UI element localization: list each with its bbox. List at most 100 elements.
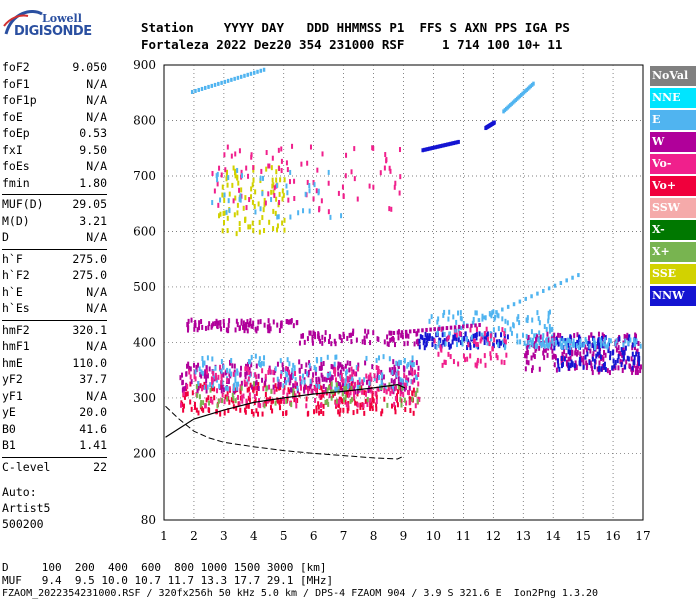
echo-point: [584, 354, 587, 360]
echo-point: [279, 358, 282, 364]
echo-point: [533, 354, 536, 360]
echo-point: [349, 374, 352, 380]
footer-muf-line: MUF 9.4 9.5 10.0 10.7 11.7 13.3 17.7 29.…: [2, 574, 334, 587]
echo-point: [402, 365, 405, 371]
echo-point: [264, 401, 267, 407]
echo-point: [317, 401, 320, 407]
echo-point: [258, 229, 261, 235]
echo-point: [286, 357, 289, 363]
echo-point: [226, 396, 229, 402]
echo-point: [220, 376, 223, 382]
echo-point: [320, 394, 323, 400]
x-tick-label: 14: [546, 529, 562, 543]
echo-point: [308, 360, 311, 366]
echo-point: [430, 314, 433, 320]
echo-point: [455, 319, 458, 325]
echo-point: [565, 340, 568, 346]
echo-point: [283, 227, 286, 233]
echo-point: [592, 351, 595, 357]
echo-point: [255, 363, 258, 369]
echo-point: [380, 385, 383, 391]
echo-point: [226, 215, 229, 221]
echo-trace-point: [470, 323, 473, 328]
echo-point: [357, 362, 360, 368]
echo-trace-point: [452, 141, 455, 146]
echo-point: [388, 165, 391, 171]
echo-point: [207, 395, 210, 401]
echo-point: [447, 351, 450, 357]
echo-point: [446, 336, 449, 342]
parameter-row: M(D) 3.21: [2, 214, 107, 231]
echo-point: [199, 372, 202, 378]
echo-point: [415, 331, 418, 337]
echo-point: [339, 396, 342, 402]
echo-point: [349, 390, 352, 396]
echo-point: [186, 363, 189, 369]
echo-point: [553, 332, 556, 338]
echo-point: [308, 363, 311, 369]
echo-point: [239, 197, 242, 203]
parameter-name: fxI: [2, 142, 23, 157]
echo-point: [248, 366, 251, 372]
echo-point: [298, 340, 301, 346]
echo-point: [255, 374, 258, 380]
echo-point: [466, 356, 469, 362]
echo-point: [211, 386, 214, 392]
lowell-digisonde-logo: Lowell DIGISONDE: [2, 4, 92, 42]
echo-point: [228, 191, 231, 197]
parameter-value: N/A: [86, 93, 107, 107]
echo-point: [320, 198, 323, 204]
auto-artist: Artist5: [2, 501, 51, 515]
echo-trace-point: [441, 143, 444, 148]
echo-point: [200, 406, 203, 412]
echo-point: [218, 165, 221, 171]
echo-point: [533, 344, 536, 350]
x-tick-label: 11: [456, 529, 471, 543]
echo-point: [220, 380, 223, 386]
echo-point: [184, 386, 187, 392]
echo-point: [373, 376, 376, 382]
echo-point: [633, 354, 636, 360]
echo-point: [391, 388, 394, 394]
echo-point: [220, 388, 223, 394]
echo-point: [389, 390, 392, 396]
echo-point: [342, 378, 345, 384]
echo-point: [371, 390, 374, 396]
echo-trace-point: [536, 291, 539, 296]
echo-point: [464, 357, 467, 363]
echo-point: [625, 359, 628, 365]
echo-point: [267, 191, 270, 197]
echo-point: [305, 396, 308, 402]
parameter-name: D: [2, 230, 9, 244]
echo-point: [563, 349, 566, 355]
echo-trace-point: [436, 144, 439, 149]
echo-point: [588, 343, 591, 349]
echo-point: [245, 398, 248, 404]
echo-point: [334, 377, 337, 383]
echo-point: [206, 355, 209, 361]
echo-trace-point: [447, 142, 451, 147]
echo-point: [497, 326, 500, 332]
echo-point: [383, 339, 386, 345]
echo-point: [582, 349, 585, 355]
echo-point: [499, 340, 502, 346]
parameter-value: N/A: [86, 109, 107, 124]
echo-point: [290, 387, 293, 393]
echo-point: [531, 340, 534, 346]
echo-point: [567, 356, 570, 362]
echo-point: [526, 345, 529, 351]
echo-point: [363, 377, 366, 383]
echo-point: [416, 399, 419, 405]
parameter-value: 0.53: [79, 126, 107, 140]
echo-point: [351, 330, 354, 336]
echo-trace-point: [233, 76, 236, 81]
echo-point: [229, 360, 232, 366]
echo-point: [571, 361, 574, 367]
echo-point: [251, 323, 254, 329]
echo-point: [637, 356, 640, 362]
echo-point: [389, 337, 392, 343]
echo-point: [621, 359, 624, 365]
echo-point: [392, 359, 395, 365]
echo-point: [393, 369, 396, 375]
echo-point: [547, 314, 550, 320]
